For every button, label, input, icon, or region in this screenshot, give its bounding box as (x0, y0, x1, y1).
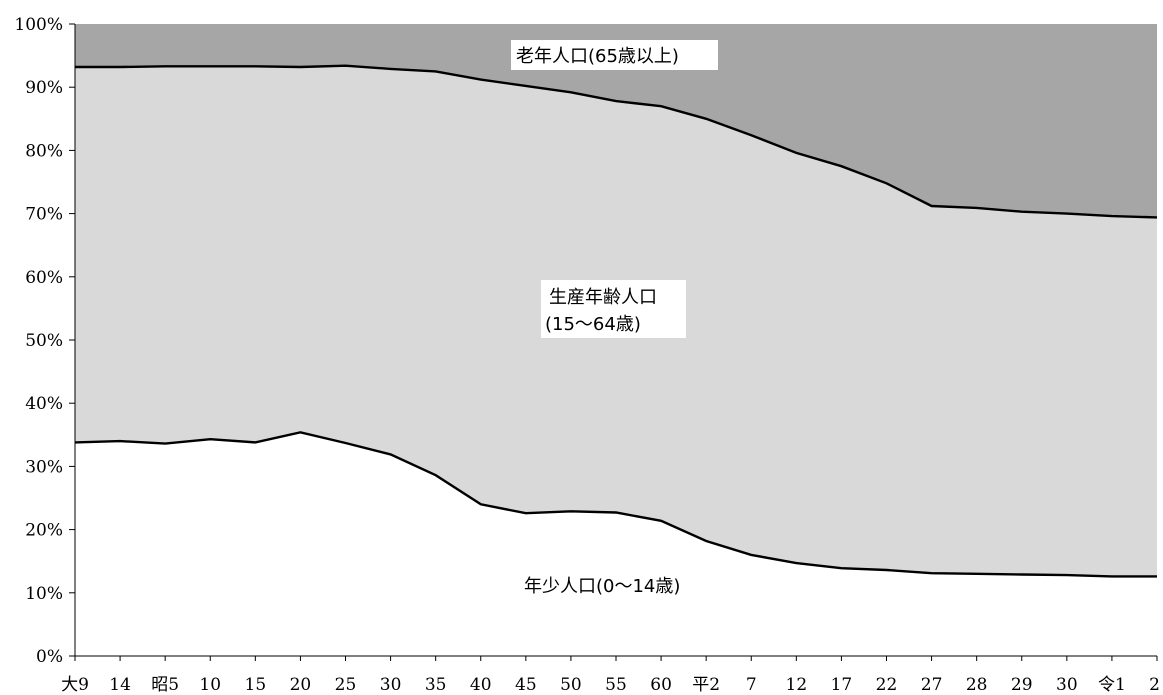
x-tick-label: 10 (199, 675, 221, 695)
x-tick-label: 45 (515, 675, 537, 695)
x-tick-label: 27 (921, 675, 943, 695)
x-tick-label: 22 (876, 675, 898, 695)
series-labels: 老年人口(65歳以上) 生産年齢人口 (15〜64歳) 年少人口(0〜14歳) (511, 40, 718, 597)
x-tick-label: 30 (1056, 675, 1078, 695)
label-working-line2: (15〜64歳) (545, 314, 641, 335)
y-tick-label: 60% (25, 268, 63, 288)
x-tick-label: 30 (380, 675, 402, 695)
label-box-working (541, 280, 686, 338)
x-tick-label: 平2 (692, 675, 720, 695)
x-tick-label: 60 (650, 675, 672, 695)
x-axis-ticks: 大9 14 昭5 10 15 20 25 30 35 40 45 50 55 60 平2 7 12 17 22 27 2… (61, 656, 1160, 695)
y-tick-label: 70% (25, 205, 63, 225)
label-youth: 年少人口(0〜14歳) (524, 576, 680, 597)
y-tick-label: 50% (25, 331, 63, 351)
y-tick-label: 80% (25, 141, 63, 161)
label-elderly: 老年人口(65歳以上) (516, 46, 679, 67)
y-tick-label: 100% (14, 15, 63, 35)
boundary-line-2 (75, 64, 1158, 219)
label-working-line1: 生産年齢人口 (549, 287, 657, 308)
y-tick-label: 0% (36, 647, 63, 667)
x-tick-label: 令1 (1098, 675, 1126, 695)
x-tick-label: 大9 (61, 675, 89, 695)
x-tick-label: 40 (470, 675, 492, 695)
x-tick-label: 15 (245, 675, 267, 695)
x-tick-label: 12 (786, 675, 808, 695)
x-tick-label: 28 (966, 675, 988, 695)
y-tick-label: 90% (25, 78, 63, 98)
x-tick-label: 50 (560, 675, 582, 695)
y-tick-label: 30% (25, 457, 63, 477)
boundary-line-1 (74, 431, 1157, 578)
label-box-elderly (511, 40, 718, 70)
area-series-1 (75, 432, 1157, 656)
x-tick-label: 25 (335, 675, 357, 695)
y-axis-ticks: 0% 10% 20% 30% 40% 50% 60% 70% 80% 90% 100% (14, 15, 75, 667)
y-tick-label: 10% (25, 584, 63, 604)
y-tick-label: 20% (25, 521, 63, 541)
y-tick-label: 40% (25, 394, 63, 414)
x-tick-label: 29 (1011, 675, 1033, 695)
stacked-areas (75, 24, 1157, 656)
x-tick-label: 35 (425, 675, 447, 695)
x-tick-label: 55 (605, 675, 627, 695)
x-tick-label: 2 (1149, 675, 1160, 695)
x-tick-label: 昭5 (151, 675, 179, 695)
x-tick-label: 14 (109, 675, 131, 695)
x-tick-label: 7 (746, 675, 757, 695)
area-series-3 (75, 24, 1157, 218)
boundary-lines (74, 64, 1158, 578)
x-tick-label: 17 (831, 675, 853, 695)
x-tick-label: 20 (290, 675, 312, 695)
